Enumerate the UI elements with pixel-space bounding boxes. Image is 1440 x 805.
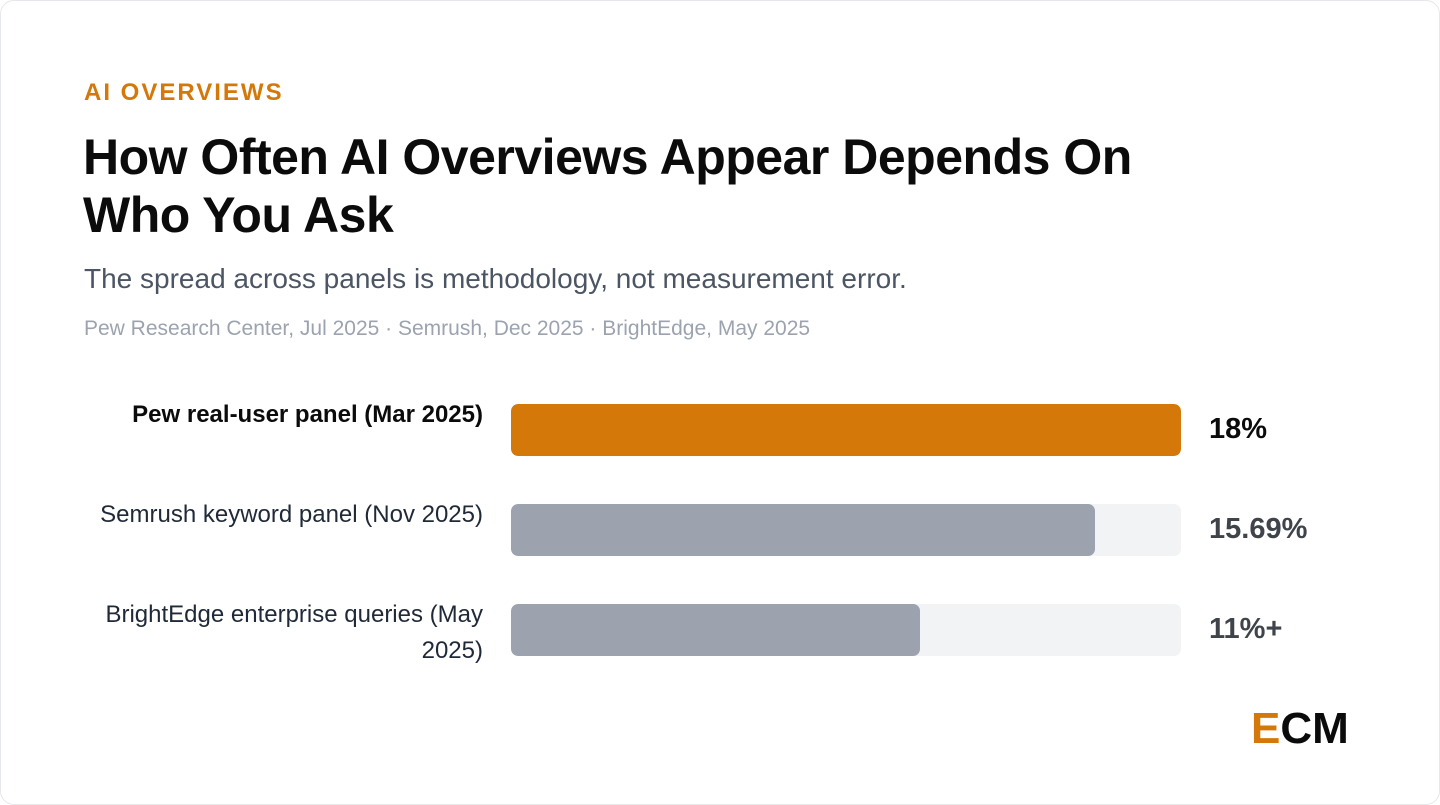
- bar-label: Semrush keyword panel (Nov 2025): [100, 501, 483, 528]
- bar-fill: [511, 604, 920, 656]
- sources-note: Pew Research Center, Jul 2025 · Semrush,…: [84, 317, 811, 340]
- bar-track: [511, 504, 1181, 556]
- ecm-logo: ECM: [1251, 704, 1349, 754]
- logo-letters-cm: CM: [1280, 704, 1349, 753]
- bar-row-0: Pew real-user panel (Mar 2025) 18%: [1, 401, 1440, 464]
- bar-label: Pew real-user panel (Mar 2025): [132, 401, 483, 428]
- bar-row-2: BrightEdge enterprise queries (May 2025)…: [1, 601, 1440, 664]
- bar-value-label: 15.69%: [1209, 513, 1308, 545]
- bar-track: [511, 404, 1181, 456]
- bar-value-label: 18%: [1209, 413, 1268, 445]
- logo-letter-e: E: [1251, 704, 1281, 753]
- bar-value-label: 11%+: [1209, 613, 1283, 645]
- bar-track: [511, 604, 1181, 656]
- bar-fill: [511, 404, 1181, 456]
- bar-label: BrightEdge enterprise queries (May 2025): [105, 601, 483, 664]
- bar-fill: [511, 504, 1095, 556]
- eyebrow-label: AI OVERVIEWS: [84, 79, 284, 106]
- bar-row-1: Semrush keyword panel (Nov 2025) 15.69%: [1, 501, 1440, 564]
- chart-subtitle: The spread across panels is methodology,…: [84, 263, 907, 294]
- chart-title: How Often AI Overviews Appear Depends On…: [83, 129, 1132, 243]
